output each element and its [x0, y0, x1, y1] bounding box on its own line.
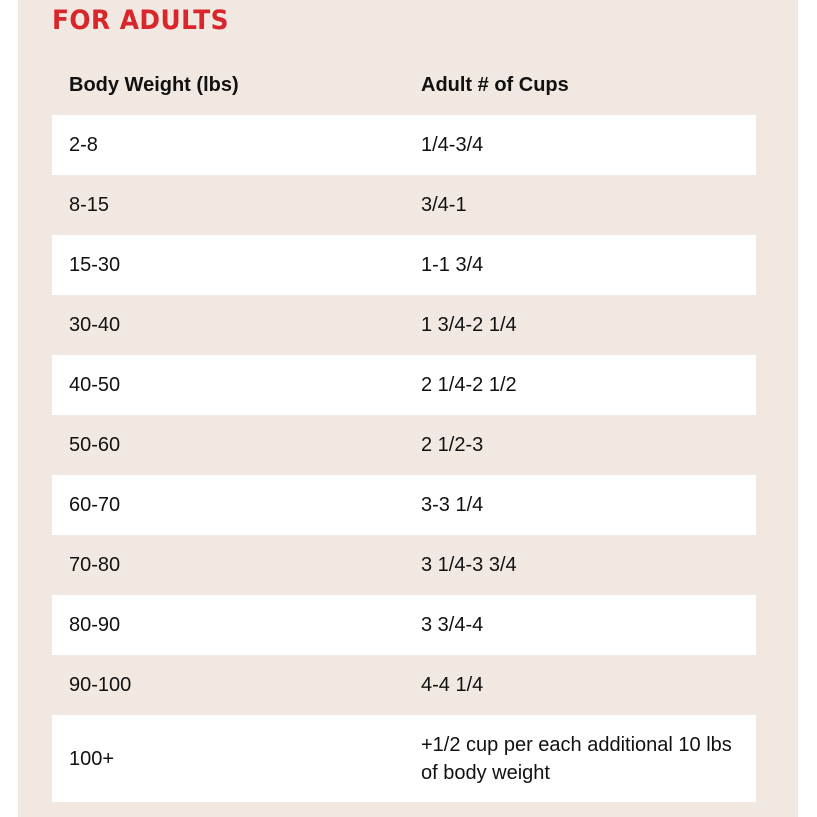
body-weight-cell: 2-8	[69, 134, 98, 156]
body-weight-cell: 50-60	[69, 434, 121, 456]
table-row: 40-50 2 1/4-2 1/2	[52, 355, 756, 415]
body-weight-cell: 40-50	[69, 374, 121, 396]
cups-cell: 1/4-3/4	[421, 134, 484, 156]
cups-cell: 3 1/4-3 3/4	[421, 554, 517, 576]
body-weight-cell: 60-70	[69, 494, 121, 516]
table-row: 2-8 1/4-3/4	[52, 115, 756, 175]
table-row: 100+ +1/2 cup per each additional 10 lbs …	[52, 715, 756, 802]
section-title: FOR ADULTS	[52, 5, 230, 36]
body-weight-cell: 70-80	[69, 554, 121, 576]
body-weight-cell: 8-15	[69, 194, 110, 216]
cups-cell: 2 1/2-3	[421, 434, 484, 456]
table-row: 15-30 1-1 3/4	[52, 235, 756, 295]
table-row: 8-15 3/4-1	[52, 175, 756, 235]
table-row: 50-60 2 1/2-3	[52, 415, 756, 475]
cups-cell: 1 3/4-2 1/4	[421, 314, 517, 336]
body-weight-cell: 100+	[69, 747, 115, 770]
header-adult-cups: Adult # of Cups	[421, 74, 569, 96]
cups-cell: 4-4 1/4	[421, 674, 484, 696]
body-weight-cell: 15-30	[69, 254, 121, 276]
body-weight-cell: 30-40	[69, 314, 121, 336]
header-body-weight: Body Weight (lbs)	[69, 74, 239, 96]
cups-cell: 1-1 3/4	[421, 254, 484, 276]
cups-cell: 3 3/4-4	[421, 614, 484, 636]
table-row: 70-80 3 1/4-3 3/4	[52, 535, 756, 595]
body-weight-cell: 90-100	[69, 674, 132, 696]
cups-cell: 3-3 1/4	[421, 494, 484, 516]
body-weight-cell: 80-90	[69, 614, 121, 636]
cups-cell: +1/2 cup per each additional 10 lbs of b…	[421, 733, 732, 784]
table-row: 80-90 3 3/4-4	[52, 595, 756, 655]
cups-cell: 2 1/4-2 1/2	[421, 374, 517, 396]
cups-cell: 3/4-1	[421, 194, 467, 216]
table-row: 90-100 4-4 1/4	[52, 655, 756, 715]
table-row: 30-40 1 3/4-2 1/4	[52, 295, 756, 355]
table-row: 60-70 3-3 1/4	[52, 475, 756, 535]
